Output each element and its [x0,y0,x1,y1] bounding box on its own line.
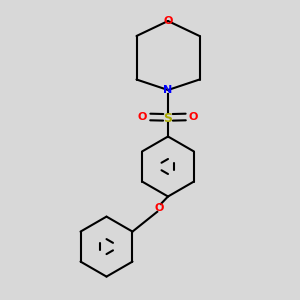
Text: O: O [138,112,147,122]
Text: N: N [164,85,172,95]
Text: S: S [164,112,172,125]
Text: O: O [163,16,173,26]
Text: O: O [189,112,198,122]
Text: O: O [154,203,164,213]
